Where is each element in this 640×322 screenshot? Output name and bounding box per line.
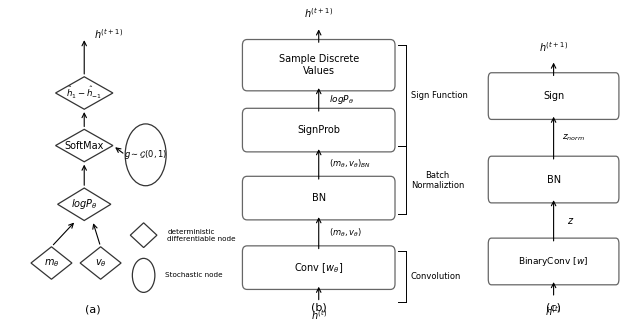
Text: SoftMax: SoftMax bbox=[65, 140, 104, 151]
Text: Conv $[w_\theta]$: Conv $[w_\theta]$ bbox=[294, 261, 343, 275]
Text: $v_\theta$: $v_\theta$ bbox=[95, 257, 106, 269]
Text: $(m_\theta, v_\theta)_{BN}$: $(m_\theta, v_\theta)_{BN}$ bbox=[329, 158, 371, 170]
Text: SignProb: SignProb bbox=[297, 125, 340, 135]
Text: $h^{(t)}$: $h^{(t)}$ bbox=[545, 304, 562, 318]
Text: Sample Discrete
Values: Sample Discrete Values bbox=[278, 54, 359, 76]
Text: $h^{(t+1)}$: $h^{(t+1)}$ bbox=[304, 6, 333, 20]
Text: $h^{(t)}$: $h^{(t)}$ bbox=[310, 308, 327, 322]
Text: (a): (a) bbox=[84, 304, 100, 314]
Text: $m_\theta$: $m_\theta$ bbox=[44, 257, 60, 269]
Text: (c): (c) bbox=[546, 302, 561, 312]
Text: Convolution: Convolution bbox=[411, 272, 461, 281]
Text: $logP_\theta$: $logP_\theta$ bbox=[71, 197, 97, 211]
Text: $z$: $z$ bbox=[568, 215, 575, 225]
Text: $g \sim \mathcal{G}(0,1)$: $g \sim \mathcal{G}(0,1)$ bbox=[124, 148, 167, 161]
Text: deterministic
differentiable node: deterministic differentiable node bbox=[167, 229, 236, 242]
Text: BN: BN bbox=[547, 175, 561, 185]
Text: BN: BN bbox=[312, 193, 326, 203]
Text: $(m_\theta, v_\theta)$: $(m_\theta, v_\theta)$ bbox=[329, 227, 362, 239]
Text: Sign: Sign bbox=[543, 91, 564, 101]
Text: $logP_\theta$: $logP_\theta$ bbox=[329, 93, 354, 106]
Text: Sign Function: Sign Function bbox=[411, 91, 468, 100]
Text: $z_{norm}$: $z_{norm}$ bbox=[563, 133, 585, 143]
Text: $h^{(t+1)}$: $h^{(t+1)}$ bbox=[539, 40, 568, 53]
Text: (b): (b) bbox=[311, 302, 326, 312]
Text: Stochastic node: Stochastic node bbox=[165, 272, 223, 279]
Text: BinaryConv $[w]$: BinaryConv $[w]$ bbox=[518, 255, 589, 268]
Text: $\hat{h}_1 - \hat{h}_{-1}$: $\hat{h}_1 - \hat{h}_{-1}$ bbox=[66, 85, 102, 101]
Text: Batch
Normaliztion: Batch Normaliztion bbox=[411, 171, 464, 190]
Text: $h^{(t+1)}$: $h^{(t+1)}$ bbox=[95, 27, 124, 41]
